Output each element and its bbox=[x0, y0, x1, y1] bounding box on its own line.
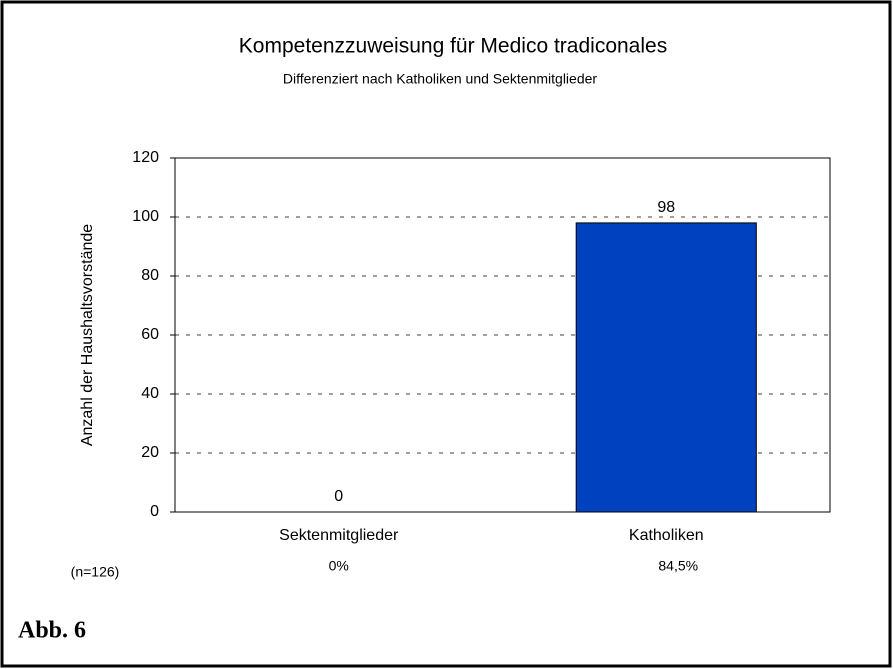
caption: Abb. 6 bbox=[18, 618, 86, 644]
y-tick-label: 0 bbox=[150, 503, 159, 520]
x-tick-label: Sektenmitglieder bbox=[279, 527, 399, 544]
bar bbox=[575, 222, 757, 513]
annotation: (n=126) bbox=[71, 564, 120, 580]
value-label: 98 bbox=[657, 199, 675, 216]
value-label: 0 bbox=[334, 488, 343, 505]
percent-label: 84,5% bbox=[658, 558, 698, 574]
y-axis-label: Anzahl der Haushaltsvorstände bbox=[79, 224, 96, 446]
x-tick-label: Katholiken bbox=[629, 527, 704, 544]
chart-title: Kompetenzzuweisung für Medico tradiconal… bbox=[239, 35, 667, 58]
y-tick-label: 120 bbox=[132, 149, 159, 166]
y-tick-label: 100 bbox=[132, 208, 159, 225]
plot-area bbox=[174, 157, 831, 513]
chart-subtitle: Differenziert nach Katholiken und Sekten… bbox=[283, 71, 597, 87]
y-tick-label: 20 bbox=[141, 444, 159, 461]
percent-label: 0% bbox=[329, 558, 349, 574]
y-tick-label: 40 bbox=[141, 385, 159, 402]
y-tick-label: 60 bbox=[141, 326, 159, 343]
y-tick-label: 80 bbox=[141, 267, 159, 284]
